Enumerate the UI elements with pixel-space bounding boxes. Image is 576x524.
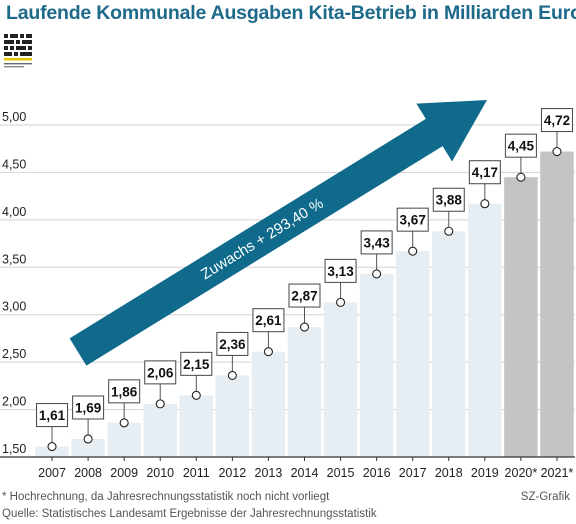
x-tick-label: 2019 [471,466,499,480]
x-tick-label: 2021* [541,466,574,480]
data-point [336,297,346,307]
bar [71,438,105,457]
data-point [408,246,418,256]
data-point [480,199,490,209]
bar [468,203,502,457]
data-point [516,172,526,182]
bars [35,151,574,457]
y-tick-label: 2,50 [2,347,26,361]
value-label-box [36,403,69,428]
value-label: 2,36 [219,337,246,352]
data-point [263,347,273,357]
value-label-box [216,331,249,356]
value-label: 3,67 [400,213,426,228]
value-label: 4,17 [472,165,498,180]
bar [504,177,538,457]
x-tick-label: 2012 [218,466,246,480]
data-point [191,390,201,400]
data-point [119,418,129,428]
axes: 1,50 2,00 2,50 3,00 3,50 4,00 4,50 5,00 2007 2008… [0,110,575,480]
value-label-box [360,230,393,255]
bar [107,422,141,457]
value-label-box [144,360,177,385]
chart-title: Laufende Kommunale Ausgaben Kita-Betrieb… [6,2,576,24]
x-tick-label: 2011 [183,466,210,480]
value-label-box [396,207,429,232]
y-tick-label: 4,00 [2,205,26,219]
data-point [552,147,562,157]
y-tick-label: 2,00 [2,395,26,409]
footnote: * Hochrechnung, da Jahresrechnungsstatis… [2,491,330,503]
value-label: 2,87 [291,289,317,304]
value-label-box [288,283,321,308]
x-tick-label: 2017 [399,466,427,480]
source-note: Quelle: Statistisches Landesamt Ergebnis… [2,508,377,520]
growth-annotation: Zuwachs + 293,40 % [198,195,327,283]
value-label-box [504,133,537,158]
bar [359,273,394,457]
x-tick-label: 2007 [38,466,66,480]
bar [251,351,286,457]
data-point [299,322,310,332]
x-tick-label: 2020* [505,466,538,480]
x-tick-label: 2008 [74,466,102,480]
y-tick-label: 4,50 [2,157,26,171]
x-tick-label: 2009 [110,466,138,480]
y-tick-label: 5,00 [2,110,26,124]
bar [179,395,214,457]
value-label: 1,69 [75,400,101,415]
value-label-box [324,258,357,283]
data-point [155,399,165,409]
growth-arrow [69,100,488,366]
value-label-box [72,395,105,420]
value-label-box [180,351,213,376]
value-label: 1,61 [39,408,66,423]
value-label: 4,45 [508,139,535,154]
data-point [444,226,454,236]
data-point [227,370,237,380]
value-label: 2,15 [183,357,210,372]
x-tick-label: 2018 [435,466,463,480]
bar [143,403,178,457]
x-tick-label: 2015 [327,466,355,480]
value-label-box [432,187,465,212]
value-label-box [468,160,501,185]
bar [431,231,466,457]
value-label: 1,86 [111,384,138,399]
bar [35,446,69,457]
value-label: 2,06 [147,365,174,380]
value-label-box [108,379,141,404]
bar [540,151,574,457]
x-tick-label: 2016 [363,466,391,480]
statistik-logo-icon [4,34,34,81]
value-label: 3,13 [327,264,354,279]
graphic-credit: SZ-Grafik [520,491,570,503]
data-point [83,434,93,444]
bar [215,375,250,457]
value-label-box [252,308,285,333]
bar [323,302,358,457]
y-tick-label: 3,00 [2,300,26,314]
x-tick-label: 2010 [146,466,174,480]
value-label: 2,61 [255,313,282,328]
bar [395,251,430,457]
y-tick-label: 3,50 [2,252,26,266]
value-labels: 1,61 1,69 1,86 2,06 2,15 2,36 2,61 2,87 3,13 3,43… [36,108,573,452]
value-label: 3,43 [363,235,390,250]
y-tick-label: 1,50 [2,442,26,456]
bar-chart: Zuwachs + 293,40 % 1,61 1,69 1,86 2,06 2,15 2… [0,100,575,480]
value-label: 4,72 [544,113,570,128]
bar [287,327,322,457]
data-point [47,442,57,452]
x-tick-label: 2013 [255,466,283,480]
x-tick-label: 2014 [291,466,319,480]
value-label-box [540,108,573,133]
data-point [372,269,382,279]
value-label: 3,88 [436,193,463,208]
